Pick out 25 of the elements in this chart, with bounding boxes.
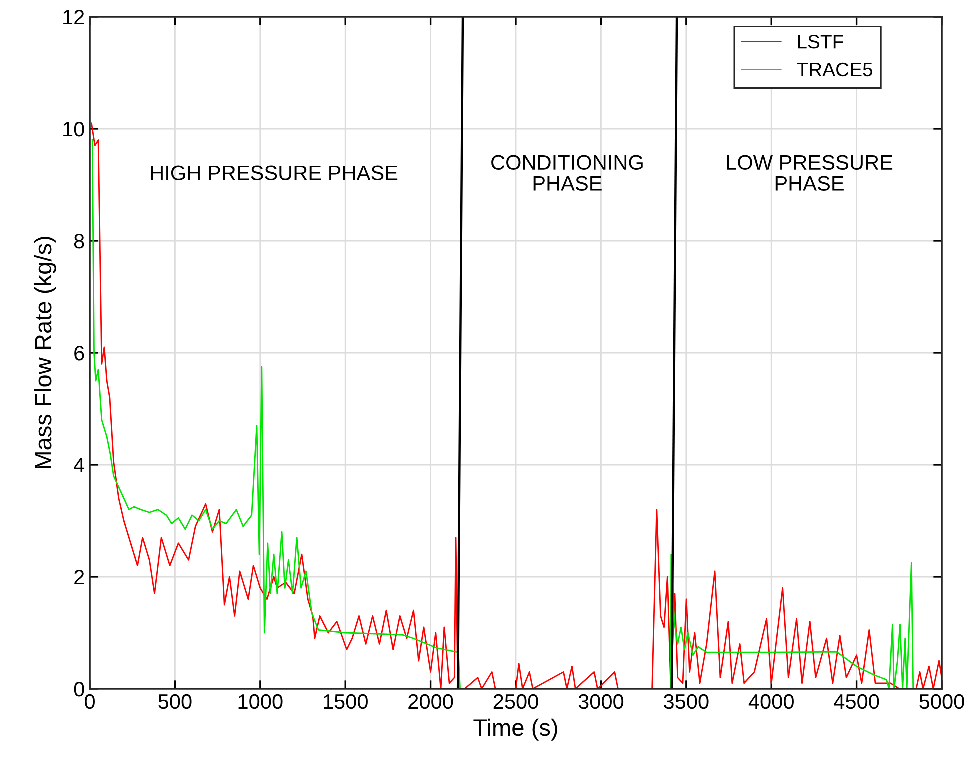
x-tick-label: 2500: [494, 694, 538, 710]
x-tick-label: 1000: [238, 694, 283, 710]
legend-label: LSTF: [798, 35, 844, 49]
annotation: LOW PRESSURE PHASE: [727, 155, 893, 191]
x-tick-label: 3000: [578, 694, 624, 710]
y-tick-label: 10: [64, 122, 84, 137]
x-tick-label: 1500: [324, 694, 368, 710]
x-tick-label: 4500: [834, 694, 880, 710]
y-tick-label: 4: [74, 458, 85, 473]
x-axis-title: Time (s): [474, 718, 558, 741]
x-tick-label: 0: [85, 694, 95, 710]
y-tick-label: 0: [74, 682, 84, 697]
x-tick-label: 5000: [920, 694, 964, 710]
y-tick-label: 8: [74, 234, 84, 249]
y-tick-label: 6: [74, 346, 84, 361]
y-tick-label: 2: [74, 570, 84, 585]
legend-label: TRACE5: [797, 62, 873, 77]
annotation: HIGH PRESSURE PHASE: [151, 166, 398, 181]
x-tick-label: 2000: [408, 694, 454, 710]
y-tick-label: 12: [64, 10, 84, 25]
y-axis-title: Mass Flow Rate (kg/s): [34, 237, 56, 468]
x-tick-label: 500: [158, 694, 192, 710]
annotation: CONDITIONING PHASE: [492, 155, 643, 191]
x-tick-label: 4000: [748, 694, 794, 710]
x-tick-label: 3500: [664, 694, 709, 710]
